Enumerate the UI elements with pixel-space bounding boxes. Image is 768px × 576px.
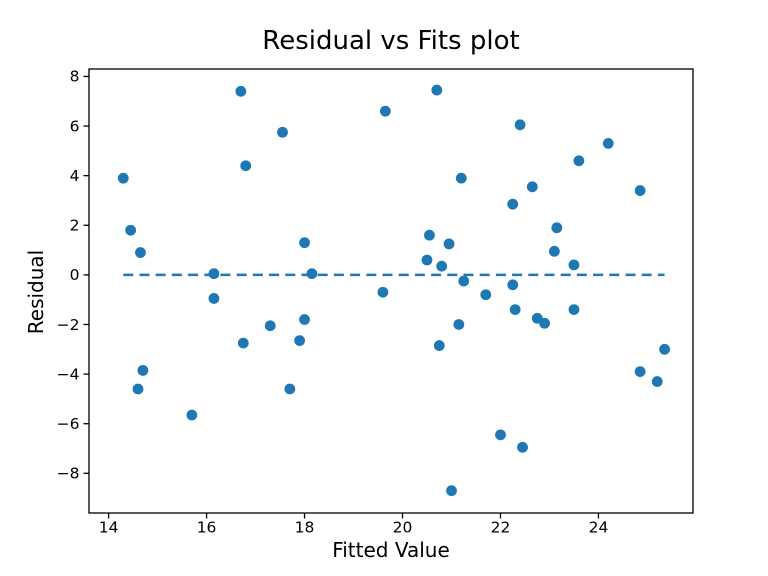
data-point (284, 383, 296, 395)
x-tick-label: 14 (99, 519, 119, 537)
data-point (117, 172, 129, 184)
data-point (526, 181, 538, 193)
data-point (495, 429, 506, 441)
data-point (634, 366, 646, 378)
data-point (264, 320, 276, 332)
data-point (299, 314, 310, 325)
chart-title: Residual vs Fits plot (262, 26, 520, 56)
y-axis-label: Residual (24, 249, 48, 335)
data-point (458, 275, 470, 287)
y-tick-label: −4 (57, 365, 80, 383)
data-point (507, 279, 519, 291)
y-tick-label: −8 (57, 465, 80, 483)
x-axis-label: Fitted Value (332, 538, 450, 562)
y-tick-label: 0 (70, 266, 80, 284)
data-point (237, 337, 249, 349)
y-tick-label: 8 (70, 68, 80, 86)
data-point (431, 84, 443, 96)
data-point (634, 185, 646, 196)
data-point (602, 138, 614, 149)
data-point (137, 364, 149, 376)
y-tick-label: −2 (57, 316, 80, 334)
data-point (507, 198, 519, 210)
data-point (480, 289, 492, 301)
x-tick-label: 24 (589, 519, 609, 537)
data-point (186, 409, 198, 421)
x-tick-label: 22 (491, 519, 511, 537)
x-tick-label: 18 (295, 519, 315, 537)
data-point (514, 119, 526, 131)
data-point (446, 485, 457, 497)
y-tick-label: −6 (57, 415, 80, 433)
data-point (517, 441, 528, 453)
y-tick-label: 2 (70, 217, 80, 235)
data-point (573, 155, 585, 167)
data-point (208, 293, 220, 304)
data-point (443, 238, 455, 250)
data-point (436, 260, 448, 272)
data-point (651, 376, 663, 387)
data-point (379, 105, 391, 117)
x-tick-label: 20 (393, 519, 413, 537)
data-point (208, 268, 220, 280)
data-point (421, 254, 433, 266)
data-point (433, 340, 445, 351)
data-point (235, 85, 247, 97)
data-point (240, 160, 252, 172)
data-point (294, 335, 306, 347)
data-point (568, 259, 580, 271)
data-point (299, 237, 310, 249)
data-point (424, 229, 435, 241)
data-point (539, 317, 550, 329)
data-point (135, 247, 146, 258)
data-point (306, 268, 318, 280)
y-tick-label: 4 (70, 167, 80, 185)
plot-area-frame (88, 68, 694, 514)
data-point (455, 172, 467, 184)
data-point (509, 304, 521, 316)
data-point (277, 126, 288, 138)
data-point (132, 383, 144, 395)
data-point (548, 245, 560, 257)
data-point (125, 224, 137, 236)
data-point (453, 319, 465, 330)
y-tick-label: 6 (70, 117, 80, 135)
x-tick-label: 16 (197, 519, 217, 537)
data-point (551, 222, 563, 234)
data-point (659, 343, 670, 355)
data-point (568, 304, 580, 316)
data-point (377, 286, 389, 298)
